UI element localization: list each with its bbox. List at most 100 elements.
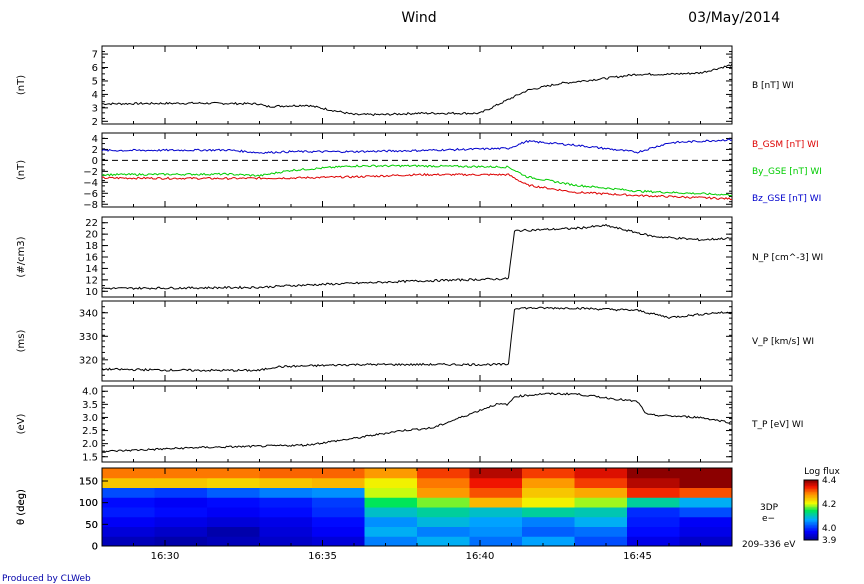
- colorbar-swatch: [804, 522, 818, 524]
- heatmap-cell: [259, 487, 313, 498]
- colorbar-swatch: [804, 525, 818, 527]
- legend-label: V_P [km/s] WI: [752, 337, 814, 347]
- y-tick-label: 1.5: [82, 452, 98, 463]
- heatmap-cell: [417, 507, 470, 518]
- panel-4: 320 330 340 (ms) V_P [km/s] WI: [16, 300, 814, 382]
- heatmap-cell: [102, 497, 155, 508]
- heatmap-cell: [102, 536, 155, 547]
- y-tick-label: 5: [92, 76, 98, 87]
- series-line-1: [101, 392, 733, 453]
- colorbar-swatch: [804, 504, 818, 506]
- heatmap-cell: [154, 497, 208, 508]
- y-tick-label: 50: [85, 520, 98, 531]
- heatmap-cell: [259, 516, 313, 527]
- heatmap-cell: [312, 526, 365, 537]
- y-axis-label: (nT): [16, 160, 27, 180]
- y-tick-label: 100: [79, 498, 98, 509]
- heatmap-cell: [207, 536, 260, 547]
- heatmap-cell: [627, 477, 680, 488]
- series-line-2: [101, 164, 733, 197]
- heatmap-cell: [469, 497, 523, 508]
- heatmap-cell: [259, 477, 313, 488]
- spectrogram-instrument: 3DP: [760, 503, 779, 513]
- series-line-1: [101, 306, 733, 372]
- y-tick-label: 50: [85, 520, 98, 531]
- heatmap-cell: [469, 526, 523, 537]
- heatmap-cell: [312, 477, 365, 488]
- colorbar-swatch: [804, 501, 818, 503]
- heatmap-cell: [154, 487, 208, 498]
- series-line-3: [101, 138, 733, 155]
- y-axis-label: θ (deg): [16, 489, 27, 525]
- heatmap-cell: [469, 507, 523, 518]
- heatmap-cell: [364, 536, 418, 547]
- colorbar-swatch: [804, 529, 818, 532]
- colorbar-swatch: [804, 514, 818, 517]
- y-tick-label: 3.5: [82, 400, 98, 411]
- heatmap-cell: [417, 468, 470, 479]
- heatmap-cell: [574, 536, 628, 547]
- heatmap-cell: [312, 468, 365, 479]
- heatmap-cell: [522, 516, 575, 527]
- colorbar-swatch: [804, 502, 818, 505]
- colorbar-frame: [803, 479, 819, 541]
- y-tick-label: −8: [83, 200, 98, 211]
- colorbar-swatch: [804, 489, 818, 491]
- y-tick-label: −4: [83, 178, 98, 189]
- spectrogram-species: e−: [762, 514, 775, 524]
- heatmap-cell: [522, 468, 575, 479]
- chart-title: Wind: [401, 10, 436, 26]
- heatmap-cell: [102, 516, 155, 527]
- heatmap-cell: [627, 536, 680, 547]
- legend-label: T_P [eV] WI: [751, 420, 803, 430]
- panel-2: 420−2−4−6−8 (nT) B_GSM [nT] WI By_GSE [nT] …: [16, 132, 822, 211]
- chart-date: 03/May/2014: [688, 10, 780, 26]
- y-tick-label: 6: [92, 63, 98, 74]
- colorbar-swatch: [804, 516, 818, 518]
- heatmap-cell: [627, 516, 680, 527]
- colorbar-tick-label: 4.2: [822, 500, 836, 510]
- colorbar-swatch: [804, 483, 818, 485]
- panel-1: 2 3 4 5 6 7 (nT) B [nT] WI: [16, 45, 794, 128]
- colorbar-swatch: [804, 513, 818, 515]
- heatmap-cell: [627, 487, 680, 498]
- colorbar-swatch: [804, 505, 818, 508]
- heatmap-cell: [259, 497, 313, 508]
- heatmap-cell: [679, 516, 733, 527]
- heatmap-cell: [627, 507, 680, 518]
- colorbar-swatch: [804, 520, 818, 523]
- panel-5: 1.5 2.0 2.5 3.0 3.5 4.0 (eV) T_P [eV] WI: [16, 385, 803, 463]
- panel-frame: [101, 385, 733, 463]
- y-tick-label: 0: [92, 542, 98, 553]
- x-tick-label: 16:30: [151, 551, 180, 562]
- heatmap-cell: [102, 487, 155, 498]
- y-tick-label: 2.0: [82, 439, 98, 450]
- y-tick-label: 100: [79, 498, 98, 509]
- heatmap-cell: [469, 487, 523, 498]
- heatmap-cell: [207, 497, 260, 508]
- heatmap-cell: [364, 516, 418, 527]
- heatmap-cell: [364, 477, 418, 488]
- series-line-1: [101, 223, 733, 290]
- heatmap-cell: [417, 526, 470, 537]
- heatmap-cell: [469, 516, 523, 527]
- colorbar-swatch: [804, 492, 818, 494]
- heatmap-cell: [469, 536, 523, 547]
- heatmap-cell: [154, 526, 208, 537]
- panel-frame: [101, 300, 733, 382]
- series-line-1: [101, 172, 733, 201]
- heatmap-cell: [207, 487, 260, 498]
- heatmap-cell: [574, 516, 628, 527]
- series-line-1: [101, 63, 733, 117]
- heatmap-cell: [522, 536, 575, 547]
- legend-label: By_GSE [nT] WI: [752, 167, 822, 177]
- heatmap-cell: [574, 487, 628, 498]
- heatmap-cell: [522, 487, 575, 498]
- y-tick-label: 330: [79, 332, 98, 343]
- heatmap-cell: [364, 497, 418, 508]
- y-tick-label: 340: [79, 308, 98, 319]
- heatmap-cell: [417, 497, 470, 508]
- y-tick-label: 4.0: [82, 387, 98, 398]
